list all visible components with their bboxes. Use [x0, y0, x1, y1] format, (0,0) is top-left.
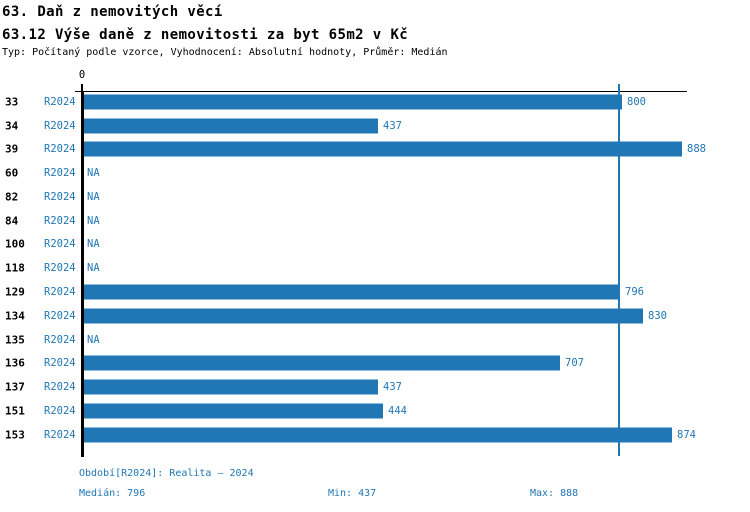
bar-value-label: 444: [388, 404, 407, 417]
row-category-label: 153: [5, 428, 25, 442]
chart-row: 100 R2024 NA: [0, 233, 750, 257]
row-period-label: R2024: [44, 143, 76, 156]
chart-row: 134 R2024 830: [0, 304, 750, 328]
chart-row: 135 R2024 NA: [0, 328, 750, 352]
na-label: NA: [87, 167, 100, 180]
bar: [84, 94, 622, 110]
row-period-label: R2024: [44, 167, 76, 180]
bar: [84, 308, 643, 324]
chart-row: 33 R2024 800: [0, 90, 750, 114]
bar: [84, 118, 378, 134]
x-axis-line: [75, 91, 687, 92]
row-category-label: 100: [5, 237, 25, 251]
row-category-label: 84: [5, 214, 19, 228]
bar: [84, 427, 672, 443]
footer-period-label: Období[R2024]: Realita – 2024: [79, 468, 254, 479]
na-label: NA: [87, 262, 100, 275]
row-category-label: 118: [5, 261, 25, 275]
bar-value-label: 888: [687, 143, 706, 156]
row-category-label: 129: [5, 285, 25, 299]
na-label: NA: [87, 238, 100, 251]
row-category-label: 60: [5, 166, 19, 180]
row-period-label: R2024: [44, 238, 76, 251]
chart-row: 136 R2024 707: [0, 351, 750, 375]
row-category-label: 33: [5, 95, 19, 109]
chart-title-line2: 63.12 Výše daně z nemovitosti za byt 65m…: [2, 27, 409, 43]
chart-subtitle: Typ: Počítaný podle vzorce, Vyhodnocení:…: [2, 47, 448, 58]
footer-median-label: Medián: 796: [79, 488, 146, 499]
bar-chart-rows: 33 R2024 800 34 R2024 437 39 R2024 888 60 R2024 NA 8…: [0, 90, 750, 447]
na-label: NA: [87, 214, 100, 227]
row-period-label: R2024: [44, 214, 76, 227]
row-category-label: 135: [5, 333, 25, 347]
bar-value-label: 796: [625, 286, 644, 298]
chart-row: 118 R2024 NA: [0, 256, 750, 280]
na-label: NA: [87, 333, 100, 346]
bar: [84, 355, 560, 371]
row-period-label: R2024: [44, 381, 76, 394]
bar: [84, 141, 682, 157]
footer-min-label: Min: 437: [328, 488, 377, 499]
row-period-label: R2024: [44, 333, 76, 346]
chart-row: 151 R2024 444: [0, 399, 750, 423]
na-label: NA: [87, 190, 100, 203]
row-period-label: R2024: [44, 428, 76, 441]
chart-row: 39 R2024 888: [0, 138, 750, 162]
chart-row: 137 R2024 437: [0, 375, 750, 399]
row-period-label: R2024: [44, 404, 76, 417]
bar: [84, 403, 383, 419]
y-axis-line: [81, 91, 84, 457]
chart-title-line1: 63. Daň z nemovitých věcí: [2, 4, 223, 20]
bar-value-label: 830: [648, 309, 667, 322]
row-period-label: R2024: [44, 95, 76, 108]
row-period-label: R2024: [44, 119, 76, 132]
chart-row: 153 R2024 874: [0, 423, 750, 447]
footer-max-label: Max: 888: [530, 488, 579, 499]
chart-row: 60 R2024 NA: [0, 161, 750, 185]
chart-row: 129 R2024 796: [0, 280, 750, 304]
row-category-label: 39: [5, 142, 19, 156]
chart-row: 34 R2024 437: [0, 114, 750, 138]
row-category-label: 137: [5, 380, 25, 394]
x-axis-zero-tick: [81, 84, 83, 91]
row-period-label: R2024: [44, 309, 76, 322]
row-category-label: 136: [5, 356, 25, 370]
bar-value-label: 437: [383, 119, 402, 132]
median-line: [618, 84, 620, 456]
row-period-label: R2024: [44, 262, 76, 275]
bar-value-label: 437: [383, 381, 402, 394]
bar: [84, 379, 378, 395]
chart-row: 82 R2024 NA: [0, 185, 750, 209]
bar-value-label: 707: [565, 357, 584, 370]
bar: [84, 284, 620, 300]
row-category-label: 34: [5, 119, 19, 133]
bar-value-label: 800: [627, 95, 646, 108]
row-period-label: R2024: [44, 190, 76, 203]
row-category-label: 134: [5, 309, 25, 323]
chart-row: 84 R2024 NA: [0, 209, 750, 233]
row-category-label: 82: [5, 190, 19, 204]
row-period-label: R2024: [44, 286, 76, 298]
row-category-label: 151: [5, 404, 25, 418]
bar-value-label: 874: [677, 428, 696, 441]
x-axis-zero-label: 0: [78, 69, 86, 81]
row-period-label: R2024: [44, 357, 76, 370]
